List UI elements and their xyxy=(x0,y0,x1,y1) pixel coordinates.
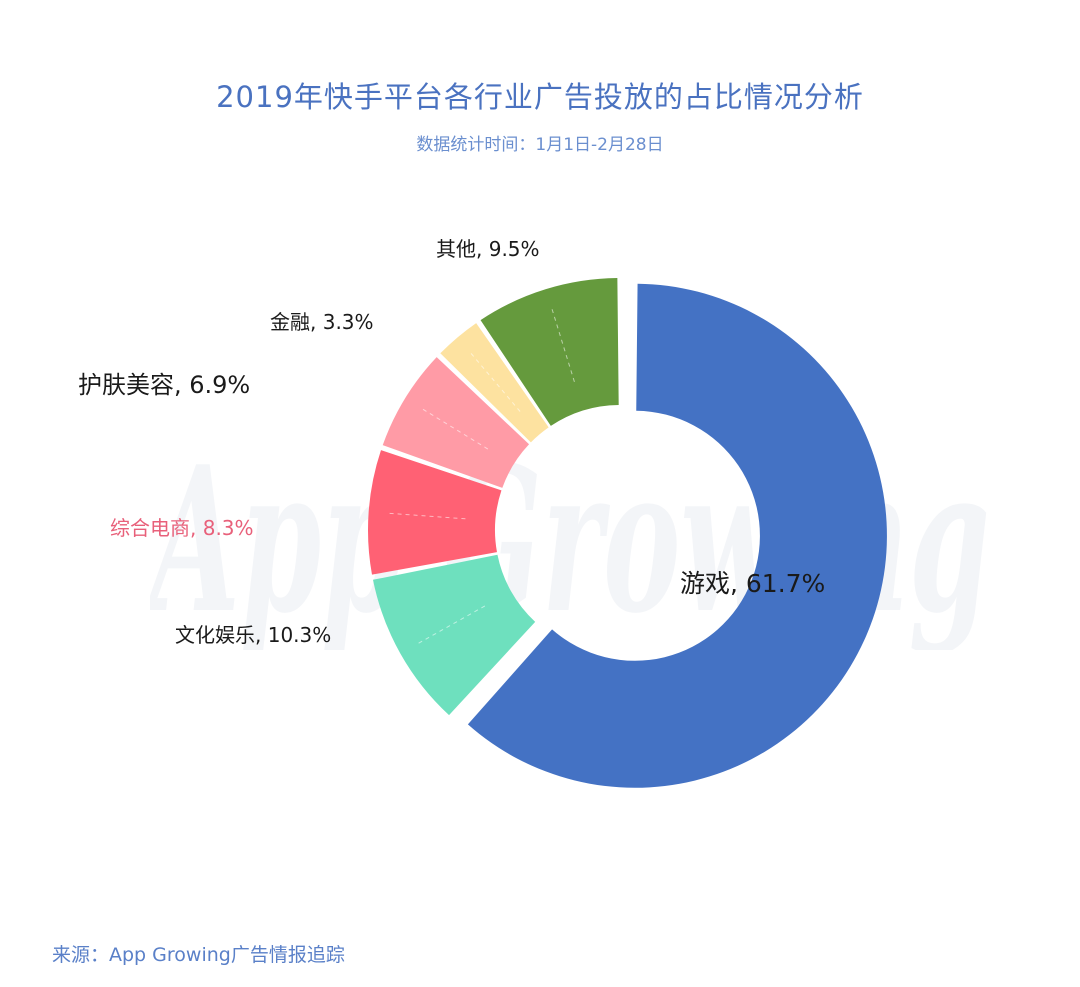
donut-slice-4 xyxy=(382,357,530,488)
donut-slice-3 xyxy=(368,450,502,575)
slice-label-3: 综合电商, 8.3% xyxy=(110,516,254,540)
leader-line-3 xyxy=(388,512,466,520)
leader-line-4 xyxy=(421,408,489,450)
donut-slice-1 xyxy=(467,283,887,788)
source-note: 来源：App Growing广告情报追踪 xyxy=(52,944,345,966)
chart-title: 2019年快手平台各行业广告投放的占比情况分析 xyxy=(216,80,864,114)
donut-slice-5 xyxy=(440,323,549,443)
leader-line-2 xyxy=(417,605,486,645)
slice-label-1: 游戏, 61.7% xyxy=(680,569,825,598)
slice-label-2: 文化娱乐, 10.3% xyxy=(175,623,331,647)
slice-label-6: 其他, 9.5% xyxy=(436,237,540,261)
slice-label-5: 金融, 3.3% xyxy=(270,310,374,334)
donut-slice-2 xyxy=(372,554,536,716)
donut-slice-6 xyxy=(480,278,619,426)
slice-label-4: 护肤美容, 6.9% xyxy=(78,371,250,399)
leader-line-6 xyxy=(551,308,575,382)
chart-subtitle: 数据统计时间：1月1日-2月28日 xyxy=(416,135,664,155)
leader-line-5 xyxy=(470,352,521,412)
